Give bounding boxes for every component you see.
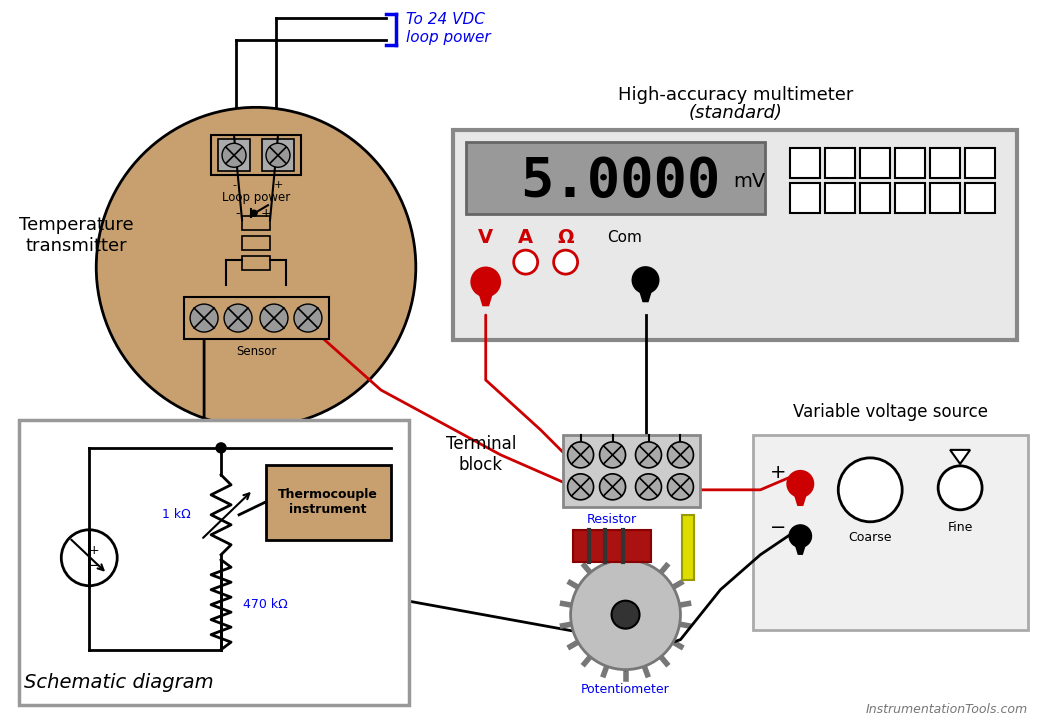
Circle shape bbox=[789, 524, 812, 548]
Text: (standard): (standard) bbox=[688, 104, 783, 122]
Text: +: + bbox=[770, 464, 787, 482]
Text: −: − bbox=[770, 518, 787, 537]
Circle shape bbox=[224, 304, 252, 332]
Circle shape bbox=[635, 442, 661, 468]
Bar bbox=[895, 183, 925, 213]
Bar bbox=[930, 183, 960, 213]
Polygon shape bbox=[950, 450, 971, 464]
Bar bbox=[211, 135, 301, 175]
Circle shape bbox=[294, 304, 322, 332]
Circle shape bbox=[251, 210, 257, 216]
Circle shape bbox=[222, 143, 246, 168]
Text: A: A bbox=[518, 227, 534, 247]
Text: Variable voltage source: Variable voltage source bbox=[793, 403, 988, 421]
Circle shape bbox=[611, 601, 639, 629]
Bar bbox=[184, 297, 329, 339]
Circle shape bbox=[667, 442, 693, 468]
Text: Ω: Ω bbox=[557, 227, 574, 247]
Bar bbox=[790, 183, 820, 213]
Text: +: + bbox=[89, 544, 100, 557]
Text: V: V bbox=[479, 227, 493, 247]
Circle shape bbox=[667, 474, 693, 500]
Text: 5.0000: 5.0000 bbox=[520, 155, 720, 208]
Bar bbox=[262, 139, 294, 171]
Text: Fine: Fine bbox=[948, 521, 973, 534]
Text: 470 kΩ: 470 kΩ bbox=[243, 599, 288, 612]
Bar bbox=[965, 183, 995, 213]
Text: -: - bbox=[236, 206, 241, 219]
Text: InstrumentationTools.com: InstrumentationTools.com bbox=[866, 703, 1028, 716]
Bar bbox=[466, 142, 765, 214]
Circle shape bbox=[568, 442, 594, 468]
Text: Schematic diagram: Schematic diagram bbox=[24, 673, 214, 692]
Text: To 24 VDC
loop power: To 24 VDC loop power bbox=[406, 12, 490, 45]
Circle shape bbox=[787, 470, 814, 498]
Circle shape bbox=[266, 143, 290, 168]
Circle shape bbox=[470, 266, 501, 297]
Text: Coarse: Coarse bbox=[848, 531, 892, 544]
Bar bbox=[825, 148, 855, 178]
Text: 1 kΩ: 1 kΩ bbox=[162, 508, 191, 521]
Bar bbox=[242, 216, 270, 230]
Bar bbox=[754, 435, 1028, 630]
Bar bbox=[266, 465, 391, 540]
Circle shape bbox=[631, 266, 659, 294]
Bar bbox=[861, 148, 891, 178]
Bar bbox=[453, 130, 1017, 340]
Text: Temperature
transmitter: Temperature transmitter bbox=[19, 216, 134, 255]
Circle shape bbox=[190, 304, 218, 332]
Bar bbox=[242, 256, 270, 270]
Text: Com: Com bbox=[607, 230, 643, 245]
Text: Potentiometer: Potentiometer bbox=[581, 683, 670, 696]
Circle shape bbox=[61, 530, 117, 586]
Circle shape bbox=[514, 250, 538, 274]
Bar bbox=[682, 515, 694, 580]
Polygon shape bbox=[635, 280, 655, 303]
Circle shape bbox=[600, 474, 626, 500]
Text: Terminal
block: Terminal block bbox=[445, 435, 516, 474]
Text: −: − bbox=[88, 558, 101, 573]
Bar bbox=[563, 435, 701, 507]
Bar bbox=[790, 148, 820, 178]
Text: Resistor: Resistor bbox=[586, 513, 636, 526]
Circle shape bbox=[97, 108, 416, 427]
Bar bbox=[825, 183, 855, 213]
Bar bbox=[242, 236, 270, 250]
Bar bbox=[573, 530, 651, 562]
Circle shape bbox=[635, 474, 661, 500]
Circle shape bbox=[553, 250, 577, 274]
Circle shape bbox=[600, 442, 626, 468]
Polygon shape bbox=[792, 536, 809, 555]
Text: mV: mV bbox=[734, 172, 766, 191]
Circle shape bbox=[260, 304, 288, 332]
Circle shape bbox=[571, 560, 681, 669]
Text: Thermocouple
instrument: Thermocouple instrument bbox=[278, 488, 378, 516]
Text: Loop power: Loop power bbox=[222, 191, 291, 204]
Text: Sensor: Sensor bbox=[236, 344, 276, 357]
Bar bbox=[930, 148, 960, 178]
Bar bbox=[20, 420, 409, 705]
Bar bbox=[965, 148, 995, 178]
Circle shape bbox=[216, 443, 226, 453]
Text: +: + bbox=[261, 206, 271, 219]
Bar bbox=[218, 139, 250, 171]
Polygon shape bbox=[791, 484, 810, 506]
Text: High-accuracy multimeter: High-accuracy multimeter bbox=[618, 87, 853, 105]
Text: -: - bbox=[233, 180, 236, 190]
Bar bbox=[895, 148, 925, 178]
Circle shape bbox=[568, 474, 594, 500]
Circle shape bbox=[839, 458, 902, 522]
Bar bbox=[861, 183, 891, 213]
Polygon shape bbox=[475, 282, 496, 306]
Circle shape bbox=[938, 466, 982, 510]
Text: +: + bbox=[273, 180, 282, 190]
